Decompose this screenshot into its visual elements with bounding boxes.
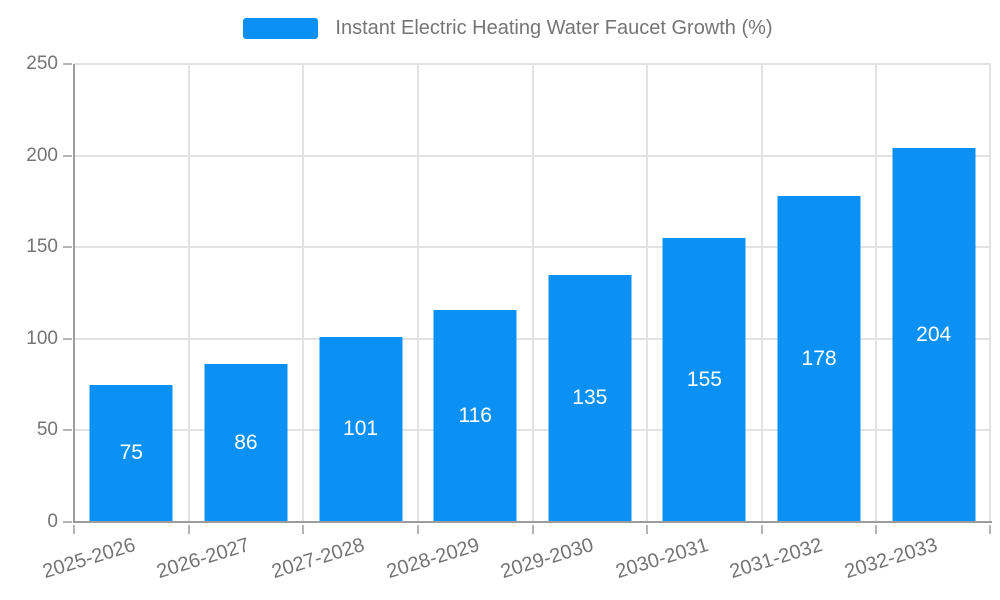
y-axis-tick xyxy=(63,337,72,340)
bar-value-label: 116 xyxy=(458,403,492,427)
x-axis-tick xyxy=(760,525,763,534)
y-tick-label: 50 xyxy=(36,419,58,441)
y-axis-tick xyxy=(63,521,72,523)
x-axis-line xyxy=(73,521,992,523)
plot-area: 0 50 100 150 200 250 75 2025-2026 86 2026-2027 101… xyxy=(26,54,992,583)
x-tick-label: 2026-2027 xyxy=(154,534,253,584)
x-tick-label: 2032-2033 xyxy=(842,534,941,584)
legend[interactable]: Instant Electric Heating Water Faucet Gr… xyxy=(16,17,1000,40)
x-tick-label: 2027-2028 xyxy=(269,534,367,584)
legend-swatch-icon xyxy=(243,18,319,39)
x-axis-tick xyxy=(875,525,878,534)
bar-value-label: 75 xyxy=(119,441,143,465)
y-tick-label: 200 xyxy=(26,144,58,166)
bar-value-label: 155 xyxy=(686,368,722,392)
gridline-vertical xyxy=(302,64,305,522)
bar-2026-2027[interactable]: 86 xyxy=(204,364,288,522)
gridline-vertical xyxy=(646,64,649,522)
x-axis-tick xyxy=(416,525,419,534)
x-axis-tick xyxy=(73,525,75,534)
y-axis-tick xyxy=(63,154,72,157)
bar-2032-2033[interactable]: 204 xyxy=(892,148,976,522)
bar-value-label: 101 xyxy=(343,417,379,441)
y-axis-tick xyxy=(63,429,72,432)
y-tick-label: 100 xyxy=(26,327,58,349)
y-tick-label: 0 xyxy=(47,511,58,532)
bar-2030-2031[interactable]: 155 xyxy=(662,238,746,522)
x-tick-label: 2025-2026 xyxy=(39,534,138,584)
y-axis-tick xyxy=(63,246,72,249)
x-axis-tick xyxy=(187,525,190,534)
y-tick-label: 150 xyxy=(26,236,58,258)
bar-2025-2026[interactable]: 75 xyxy=(89,384,173,522)
bar-value-label: 86 xyxy=(234,431,258,455)
bar-value-label: 178 xyxy=(801,346,837,370)
bar-2029-2030[interactable]: 135 xyxy=(548,274,632,522)
y-tick-label: 250 xyxy=(26,53,58,74)
x-tick-label: 2029-2030 xyxy=(498,534,597,584)
legend-label: Instant Electric Heating Water Faucet Gr… xyxy=(335,17,773,39)
gridline-vertical xyxy=(416,64,419,522)
gridline-vertical xyxy=(989,64,991,522)
gridline-vertical xyxy=(760,64,763,522)
bar-2027-2028[interactable]: 101 xyxy=(319,336,403,522)
x-axis-tick xyxy=(989,525,991,534)
x-tick-label: 2028-2029 xyxy=(383,534,482,584)
gridline-vertical xyxy=(187,64,190,522)
gridline-vertical xyxy=(531,64,534,522)
gridline-vertical xyxy=(875,64,878,522)
y-axis-line xyxy=(73,64,75,522)
x-axis-tick xyxy=(646,525,649,534)
y-axis-tick xyxy=(63,63,72,65)
bar-2031-2032[interactable]: 178 xyxy=(777,195,861,522)
bar-2028-2029[interactable]: 116 xyxy=(433,309,517,522)
x-axis-tick xyxy=(531,525,534,534)
x-tick-label: 2031-2032 xyxy=(727,534,826,584)
x-tick-label: 2030-2031 xyxy=(612,534,711,584)
bar-value-label: 204 xyxy=(916,323,952,347)
x-axis-tick xyxy=(302,525,305,534)
bar-value-label: 135 xyxy=(572,386,608,410)
